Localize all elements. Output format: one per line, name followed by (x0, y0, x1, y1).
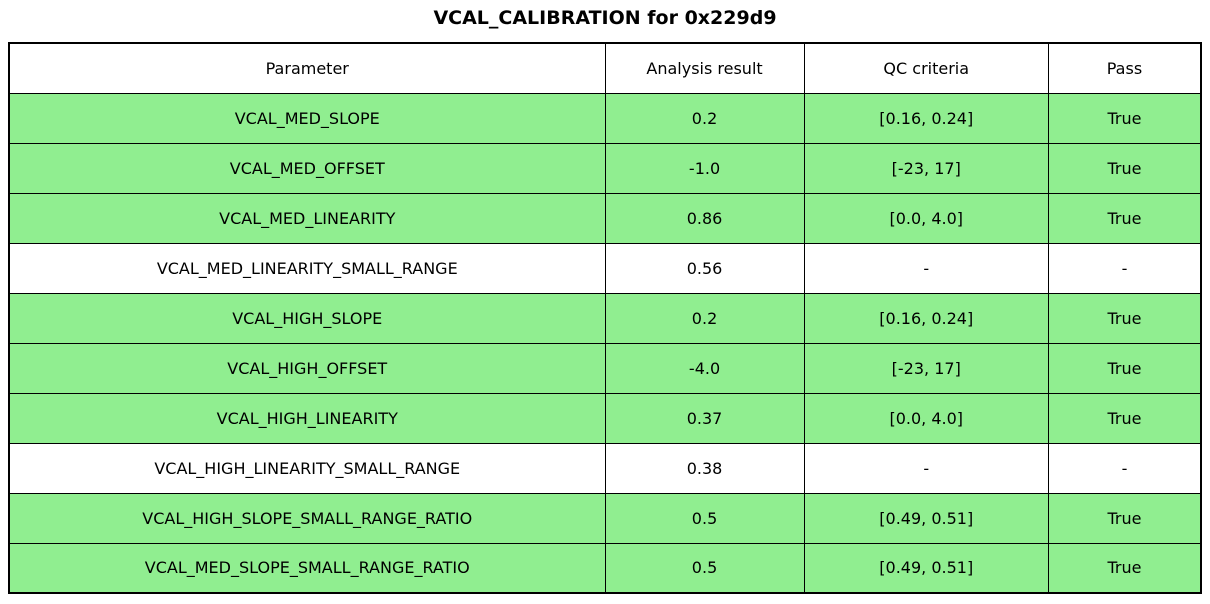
table-row: VCAL_MED_LINEARITY 0.86 [0.0, 4.0] True (8, 192, 1202, 244)
cell-qc-criteria: [0.49, 0.51] (803, 492, 1049, 544)
cell-qc-criteria: [0.0, 4.0] (803, 192, 1049, 244)
cell-pass: True (1047, 542, 1202, 594)
cell-parameter: VCAL_HIGH_SLOPE_SMALL_RANGE_RATIO (8, 492, 606, 544)
cell-analysis-result: 0.5 (604, 492, 805, 544)
cell-pass: True (1047, 192, 1202, 244)
cell-pass: True (1047, 92, 1202, 144)
cell-qc-criteria: [0.0, 4.0] (803, 392, 1049, 444)
cell-parameter: VCAL_HIGH_SLOPE (8, 292, 606, 344)
cell-pass: True (1047, 292, 1202, 344)
table-row: VCAL_HIGH_LINEARITY_SMALL_RANGE 0.38- - (8, 442, 1202, 494)
cell-qc-criteria: - (803, 242, 1049, 294)
col-header-analysis-result: Analysis result (604, 42, 805, 94)
cell-pass: True (1047, 342, 1202, 394)
table-row: VCAL_MED_OFFSET -1.0 [-23, 17] True (8, 142, 1202, 194)
col-header-qc-criteria: QC criteria (803, 42, 1049, 94)
figure-title: VCAL_CALIBRATION for 0x229d9 (433, 7, 777, 29)
cell-pass: - (1047, 242, 1202, 294)
cell-pass: True (1047, 492, 1202, 544)
table-row: VCAL_HIGH_SLOPE 0.2 [0.16, 0.24] True (8, 292, 1202, 344)
cell-analysis-result: 0.86 (604, 192, 805, 244)
cell-parameter: VCAL_HIGH_LINEARITY_SMALL_RANGE (8, 442, 606, 494)
cell-qc-criteria: [0.49, 0.51] (803, 542, 1049, 594)
cell-analysis-result: 0.38 (604, 442, 805, 494)
cell-qc-criteria: [-23, 17] (803, 342, 1049, 394)
cell-pass: True (1047, 392, 1202, 444)
cell-pass: - (1047, 442, 1202, 494)
cell-analysis-result: -4.0 (604, 342, 805, 394)
cell-qc-criteria: [0.16, 0.24] (803, 292, 1049, 344)
cell-analysis-result: 0.2 (604, 292, 805, 344)
qc-table: Parameter Analysis result QC criteria Pa… (8, 42, 1202, 594)
cell-analysis-result: 0.2 (604, 92, 805, 144)
col-header-pass: Pass (1047, 42, 1202, 94)
table-body: VCAL_MED_SLOPE 0.2 [0.16, 0.24] True VCAL_ME… (8, 92, 1202, 594)
table-row: VCAL_MED_SLOPE_SMALL_RANGE_RATIO 0.5 [0.49… (8, 542, 1202, 594)
cell-qc-criteria: [0.16, 0.24] (803, 92, 1049, 144)
cell-parameter: VCAL_MED_SLOPE_SMALL_RANGE_RATIO (8, 542, 606, 594)
cell-analysis-result: -1.0 (604, 142, 805, 194)
cell-qc-criteria: [-23, 17] (803, 142, 1049, 194)
table-row: VCAL_HIGH_OFFSET -4.0 [-23, 17] True (8, 342, 1202, 394)
cell-parameter: VCAL_HIGH_LINEARITY (8, 392, 606, 444)
cell-analysis-result: 0.5 (604, 542, 805, 594)
cell-analysis-result: 0.37 (604, 392, 805, 444)
cell-parameter: VCAL_MED_OFFSET (8, 142, 606, 194)
table-row: VCAL_HIGH_SLOPE_SMALL_RANGE_RATIO 0.5 [0.4… (8, 492, 1202, 544)
cell-qc-criteria: - (803, 442, 1049, 494)
col-header-parameter: Parameter (8, 42, 606, 94)
table-row: VCAL_MED_LINEARITY_SMALL_RANGE 0.56- - (8, 242, 1202, 294)
cell-parameter: VCAL_MED_LINEARITY (8, 192, 606, 244)
header-row: Parameter Analysis result QC criteria Pa… (8, 42, 1202, 94)
cell-pass: True (1047, 142, 1202, 194)
table-row: VCAL_MED_SLOPE 0.2 [0.16, 0.24] True (8, 92, 1202, 144)
table-row: VCAL_HIGH_LINEARITY 0.37 [0.0, 4.0] True (8, 392, 1202, 444)
cell-analysis-result: 0.56 (604, 242, 805, 294)
cell-parameter: VCAL_MED_LINEARITY_SMALL_RANGE (8, 242, 606, 294)
cell-parameter: VCAL_HIGH_OFFSET (8, 342, 606, 394)
cell-parameter: VCAL_MED_SLOPE (8, 92, 606, 144)
